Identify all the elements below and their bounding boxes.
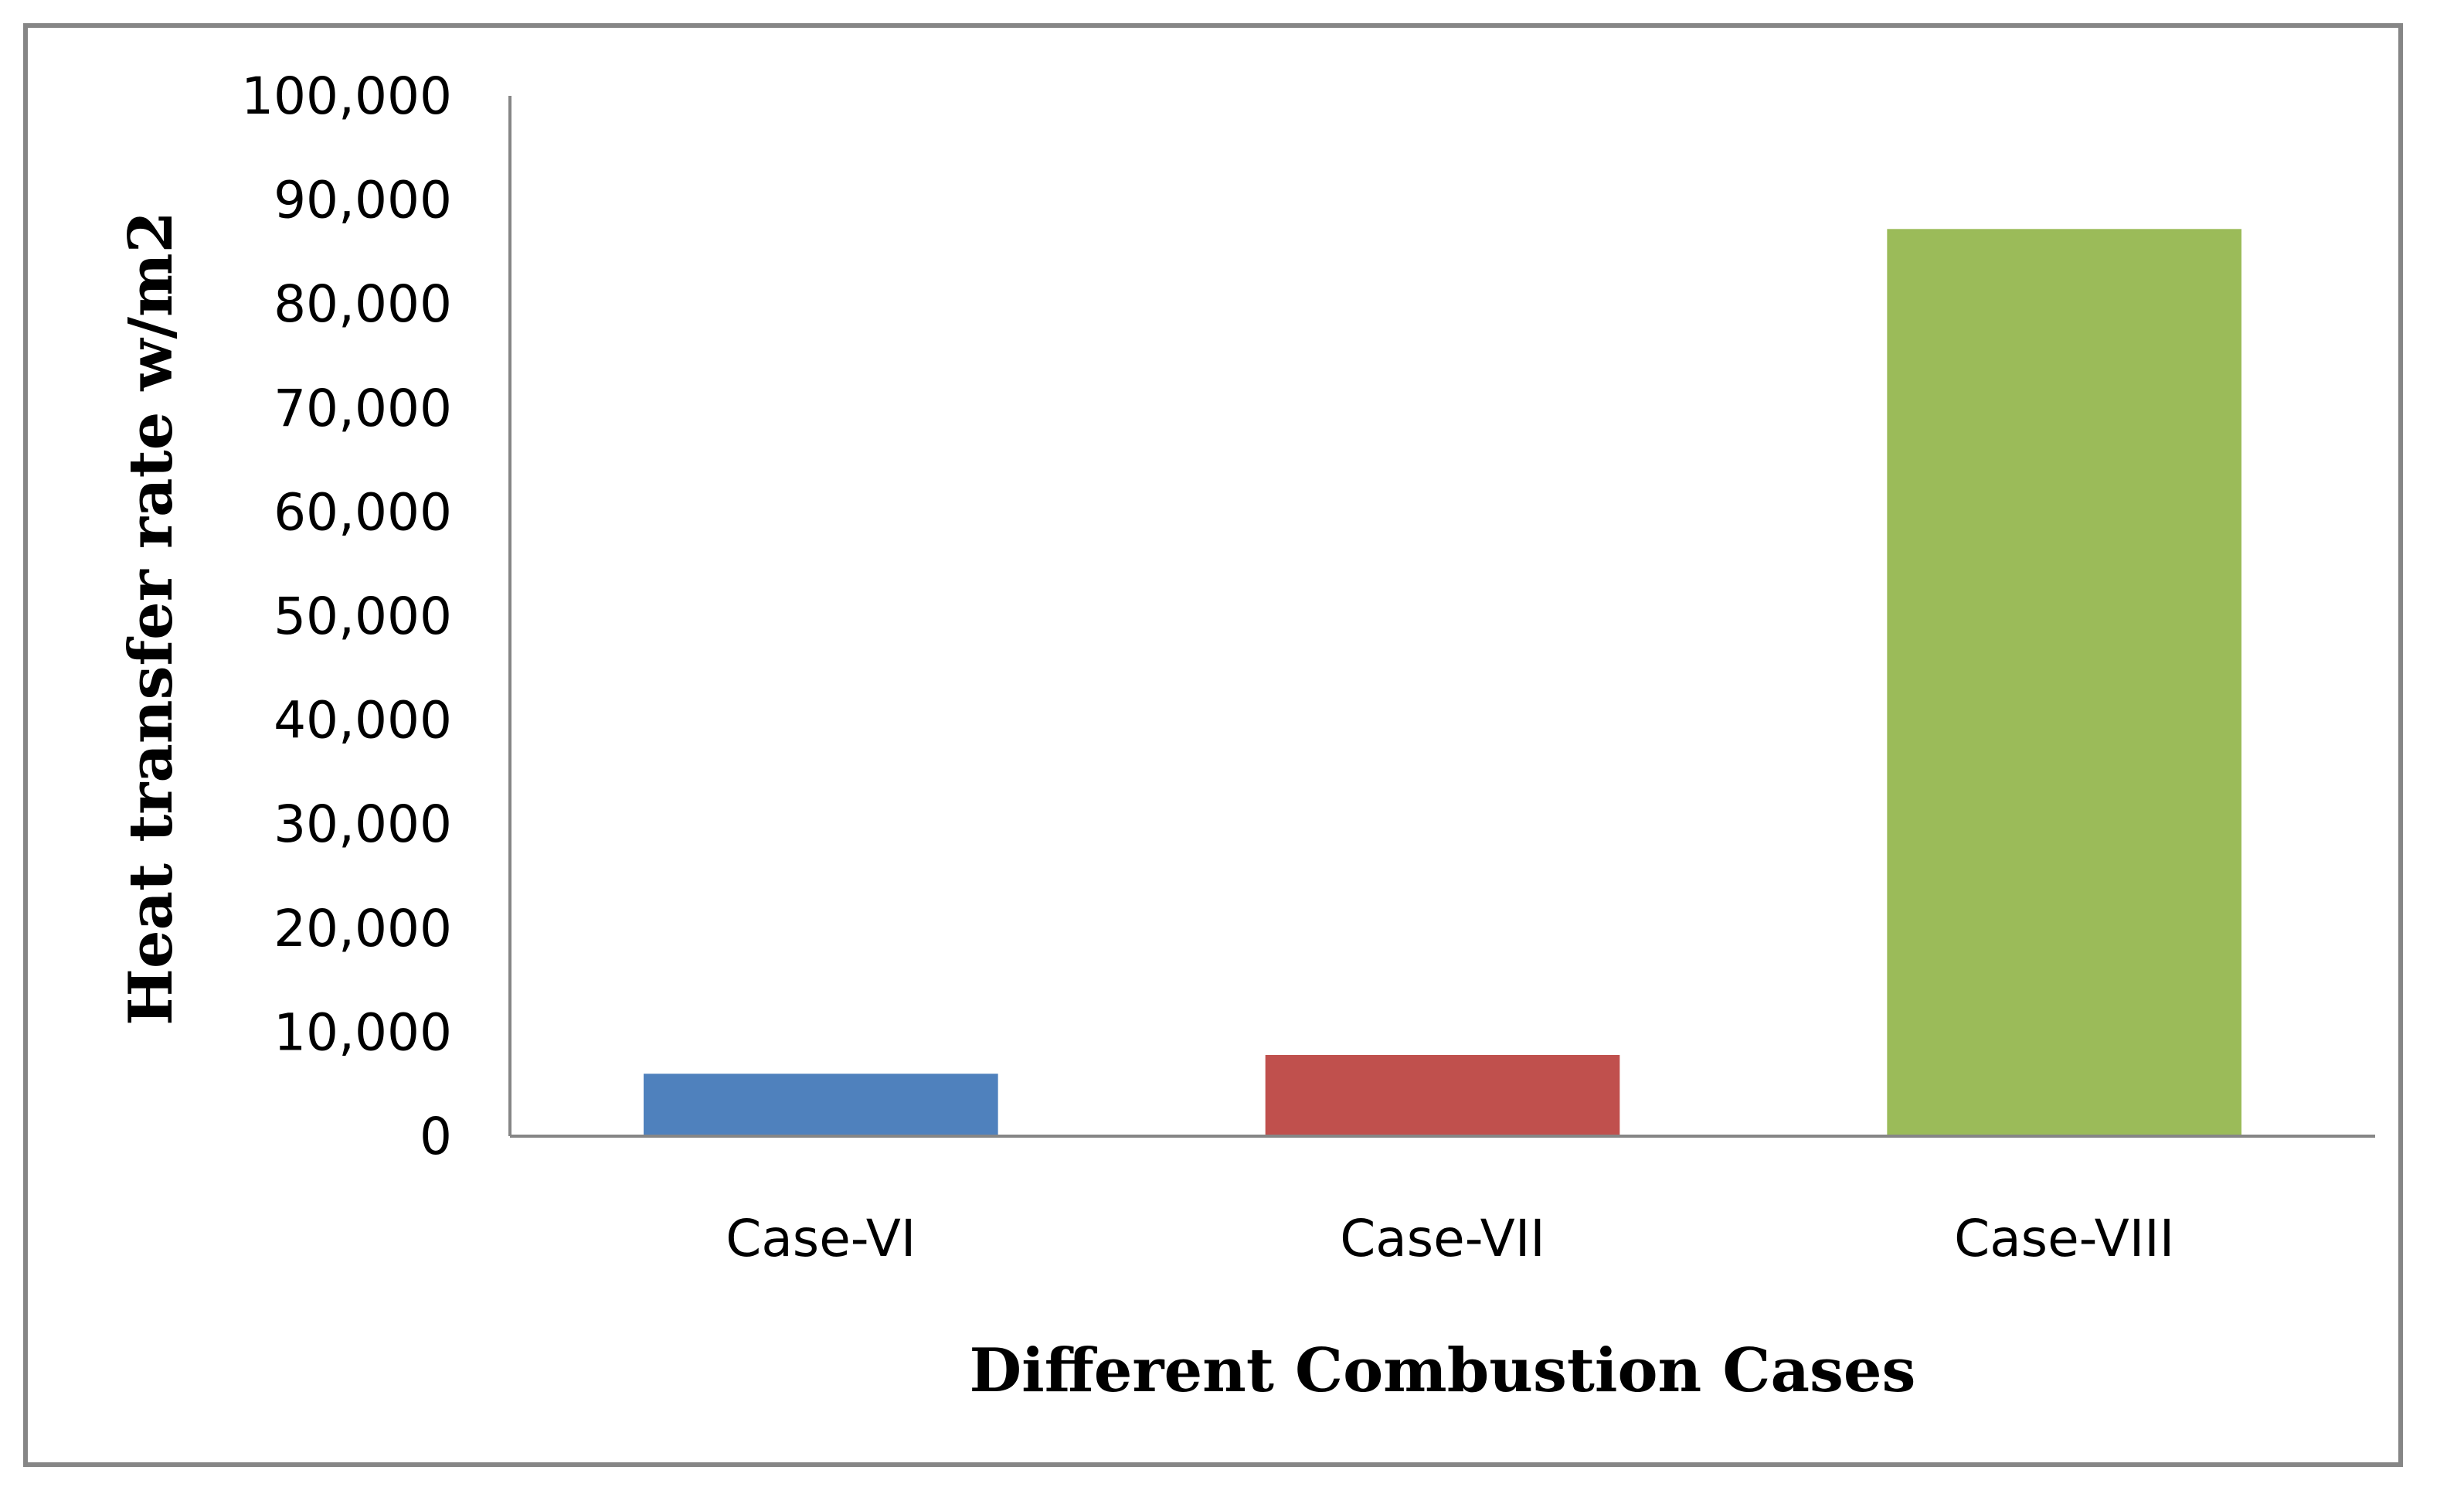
y-tick-label: 100,000 — [241, 66, 452, 126]
y-tick-label: 60,000 — [274, 482, 452, 542]
bars — [644, 229, 2241, 1137]
y-tick-label: 40,000 — [274, 691, 452, 750]
x-category-label: Case-VI — [726, 1209, 916, 1268]
y-tick-label: 30,000 — [274, 795, 452, 854]
y-tick-label: 70,000 — [274, 379, 452, 438]
bar-case-viii — [1887, 229, 2241, 1137]
y-axis-ticks: 0 10,000 20,000 30,000 40,000 50,000 60,000 70,… — [241, 66, 452, 1166]
x-category-label: Case-VIII — [1954, 1209, 2174, 1268]
y-tick-label: 90,000 — [274, 171, 452, 230]
y-tick-label: 10,000 — [274, 1002, 452, 1062]
bar-case-vii — [1265, 1055, 1620, 1136]
y-tick-label: 80,000 — [274, 274, 452, 334]
y-axis-title: Heat transfer rate w/m2 — [116, 211, 186, 1026]
y-tick-label: 50,000 — [274, 587, 452, 646]
bar-case-vi — [644, 1074, 998, 1136]
x-axis-title: Different Combustion Cases — [970, 1336, 1916, 1406]
y-tick-label: 0 — [420, 1107, 452, 1166]
x-category-label: Case-VII — [1340, 1209, 1545, 1268]
x-axis-category-labels: Case-VI Case-VII Case-VIII — [726, 1209, 2174, 1268]
y-tick-label: 20,000 — [274, 899, 452, 958]
